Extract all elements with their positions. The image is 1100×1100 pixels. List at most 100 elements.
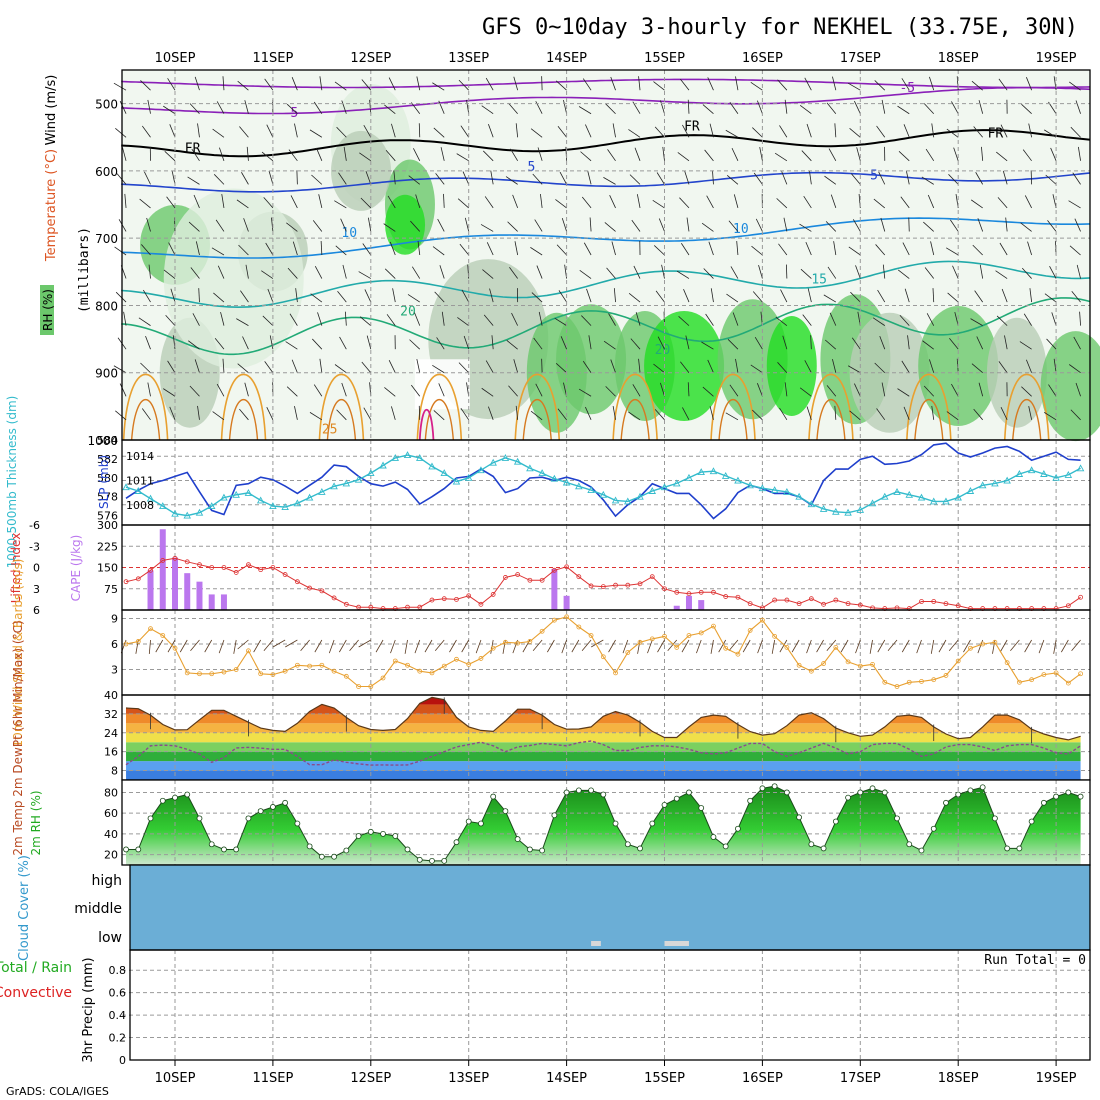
wind-barb: [800, 268, 812, 279]
wind-barb: [981, 146, 984, 161]
lifted-index-marker: [686, 591, 692, 597]
wind-barb: [1027, 241, 1033, 256]
wind-barb: [443, 193, 445, 208]
wind-barb-10m: [718, 639, 727, 653]
wind-barb: [654, 126, 665, 138]
isotherm-label: FR: [185, 142, 201, 157]
wind-barb: [391, 123, 396, 138]
wind-barb: [119, 100, 127, 114]
wind-speed-marker: [723, 645, 729, 651]
wind-barb: [438, 383, 445, 397]
wind-barb: [538, 311, 543, 326]
isotherm-line: [121, 297, 1091, 356]
isotherm-line: [121, 86, 1091, 115]
wind-barb-10m: [806, 639, 812, 654]
lifted-index-marker: [246, 562, 251, 568]
wind-speed-marker: [588, 633, 594, 638]
wind-barb: [485, 360, 494, 373]
wind-barb: [411, 266, 421, 279]
wind-barb: [113, 365, 127, 374]
thickness-marker: [256, 496, 265, 504]
wind-barb: [782, 335, 788, 350]
wind-barb: [1069, 81, 1081, 91]
wind-barb: [1044, 293, 1057, 303]
wind-barb: [436, 337, 445, 350]
wind-speed-marker: [894, 684, 900, 689]
wind-barb: [165, 314, 176, 326]
wind-barb: [409, 339, 421, 350]
precip-tick: 0.2: [109, 1032, 127, 1045]
wind-barb: [244, 100, 249, 114]
lifted-index-marker: [735, 594, 741, 600]
wind-barb: [147, 99, 151, 114]
wind-barb: [833, 241, 837, 256]
wind-barb-10m: [901, 639, 910, 653]
thickness-marker: [660, 483, 669, 491]
thickness-marker: [452, 477, 461, 485]
wind-barb-10m: [532, 639, 543, 651]
wind-barb: [979, 264, 984, 279]
wind-barb: [631, 219, 641, 232]
lifted-index-marker: [784, 597, 790, 603]
thickness-marker: [146, 494, 155, 502]
wind-barb: [244, 382, 249, 397]
wind-barb: [359, 152, 372, 162]
wind-barb-10m: [218, 639, 225, 654]
bottom-date-label: 16SEP: [742, 1071, 783, 1086]
thickness-line: [125, 454, 1081, 517]
wind-barb: [605, 386, 616, 397]
wind-barb: [285, 341, 298, 350]
wind-barb: [411, 384, 421, 397]
wind-barb: [931, 405, 935, 420]
wind-barb: [557, 125, 567, 138]
rh-marker: [869, 785, 876, 792]
axis-label-cape: CAPE (J/kg): [69, 535, 83, 602]
wind-barb: [238, 244, 249, 256]
wind-barb: [319, 76, 323, 91]
isotherm-label: 5: [870, 169, 878, 184]
wind-barb-10m: [461, 639, 470, 653]
wind-speed-marker: [551, 617, 557, 623]
temp-band: [126, 732, 1081, 743]
wind-barb: [115, 291, 127, 303]
rh-marker: [918, 847, 925, 854]
rh-marker: [221, 846, 227, 853]
wind-barb: [726, 175, 739, 185]
rh-marker: [588, 787, 594, 794]
isotherm-30-loop: [718, 398, 748, 441]
thickness-marker: [795, 492, 803, 500]
temp-band: [126, 742, 1081, 752]
wind-speed-line: [125, 616, 1081, 688]
lifted-index-marker: [551, 567, 557, 573]
wind-barb-10m: [877, 639, 886, 653]
rh-marker: [992, 815, 998, 822]
rh-marker: [612, 820, 619, 827]
slp-line: [125, 442, 1081, 520]
lifted-index-marker: [600, 584, 606, 590]
lifted-index-marker: [503, 575, 508, 580]
wind-barb: [1021, 267, 1032, 279]
wind-barb: [197, 405, 200, 420]
wind-barb: [1075, 100, 1081, 114]
wind-barb: [880, 217, 886, 232]
wind-barb: [433, 127, 445, 138]
rh-marker: [526, 846, 533, 853]
isotherm-line: [121, 217, 1091, 259]
wind-barb-10m: [710, 639, 714, 654]
wind-barb: [876, 125, 886, 138]
wind-speed-marker: [209, 671, 215, 677]
isotherm-25-loop: [808, 373, 854, 441]
lifted-index-marker: [356, 604, 361, 610]
wind-barb: [588, 335, 592, 350]
wind-barb: [904, 288, 910, 303]
wind-barb: [881, 382, 886, 397]
wind-barb-10m: [1038, 639, 1045, 654]
temp-tick: 16: [104, 746, 118, 759]
wind-barb: [534, 219, 543, 232]
isotherm-label: 20: [400, 305, 416, 320]
top-date-label: 10SEP: [155, 51, 196, 66]
wind-barb: [783, 217, 788, 232]
lifted-index-marker: [135, 576, 141, 582]
wind-barb: [216, 383, 225, 397]
wind-barb: [877, 289, 886, 303]
